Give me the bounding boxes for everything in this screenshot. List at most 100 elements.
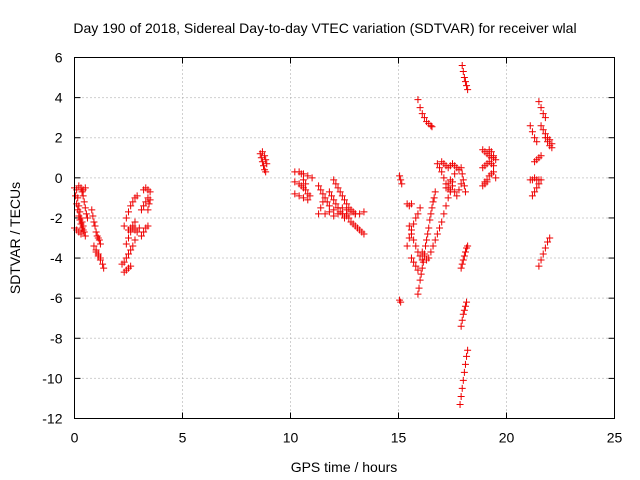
data-point-plus [319, 198, 327, 206]
data-point-plus [490, 152, 498, 160]
data-point-plus [537, 122, 545, 130]
series-arc-58 [537, 122, 556, 148]
data-point-plus [90, 242, 98, 250]
data-point-plus [463, 352, 471, 360]
series-arc-04 [75, 182, 89, 194]
plot-frame [74, 57, 615, 419]
series-arc-45 [457, 242, 472, 272]
data-point-plus [461, 188, 469, 196]
data-point-plus [125, 208, 132, 216]
data-point-plus [262, 168, 270, 176]
data-point-plus [444, 180, 452, 188]
data-point-plus [343, 210, 351, 218]
data-point-plus [336, 188, 344, 196]
chart-title: Day 190 of 2018, Sidereal Day-to-day VTE… [73, 20, 576, 36]
data-point-plus [414, 210, 422, 218]
data-point-plus [127, 202, 135, 210]
data-point-plus [461, 248, 469, 256]
data-point-plus [546, 234, 554, 242]
data-point-plus [458, 260, 466, 268]
data-point-plus [458, 170, 466, 178]
data-point-plus [541, 244, 549, 252]
data-point-plus [407, 200, 415, 208]
data-point-plus [360, 208, 368, 216]
data-point-plus [325, 188, 333, 196]
data-point-plus [416, 104, 424, 112]
data-point-plus [302, 180, 310, 188]
series-arc-34 [405, 222, 426, 264]
data-point-plus [262, 156, 270, 164]
data-point-plus [146, 196, 154, 204]
data-point-plus [299, 176, 307, 184]
data-point-plus [528, 192, 536, 200]
data-point-plus [459, 68, 467, 76]
data-point-plus [458, 384, 466, 392]
data-point-plus [537, 152, 545, 160]
x-tick-label: 10 [283, 430, 299, 446]
y-tick-label: -6 [50, 290, 63, 306]
data-point-plus [120, 222, 128, 230]
data-point-plus [464, 86, 472, 94]
series-arc-54 [526, 174, 545, 184]
series-arc-49 [479, 158, 498, 172]
data-point-plus [317, 186, 325, 194]
data-point-plus [129, 198, 137, 206]
data-point-plus [418, 248, 426, 256]
data-point-plus [416, 276, 424, 284]
data-point-plus [537, 256, 545, 264]
data-point-plus [302, 186, 310, 194]
data-point-plus [78, 218, 86, 226]
data-point-plus [537, 176, 545, 184]
data-point-plus [82, 210, 90, 218]
data-point-plus [79, 222, 87, 230]
data-point-plus [492, 156, 500, 164]
data-point-plus [83, 214, 91, 222]
series-arc-43 [457, 164, 469, 196]
data-point-plus [460, 368, 468, 376]
data-point-plus [420, 252, 428, 260]
data-point-plus [415, 284, 423, 292]
data-point-plus [464, 346, 472, 354]
series-arc-56 [531, 152, 545, 166]
data-point-plus [459, 376, 467, 384]
series-arc-11 [122, 218, 139, 248]
series-arc-23 [297, 170, 310, 188]
data-point-plus [77, 214, 85, 222]
data-point-plus [397, 176, 405, 184]
data-point-plus [338, 192, 346, 200]
data-point-plus [422, 242, 429, 250]
series-arc-50 [481, 168, 500, 186]
data-point-plus [410, 258, 418, 266]
data-point-plus [537, 104, 545, 112]
data-point-plus [446, 176, 454, 184]
series-arc-05 [78, 188, 91, 222]
data-point-plus [144, 222, 152, 230]
data-point-plus [343, 200, 351, 208]
grid [74, 57, 615, 419]
y-tick-label: 0 [55, 170, 63, 186]
y-tick-label: 6 [55, 50, 63, 66]
data-point-plus [75, 202, 83, 210]
data-point-plus [453, 192, 461, 200]
x-tick-label: 20 [499, 430, 515, 446]
data-point-plus [438, 168, 446, 176]
data-point-plus [398, 180, 406, 188]
data-point-plus [416, 204, 424, 212]
data-point-plus [459, 256, 467, 264]
data-point-plus [90, 218, 98, 226]
data-point-plus [548, 144, 556, 152]
data-point-plus [423, 236, 431, 244]
data-point-plus [533, 138, 541, 146]
x-tick-label: 25 [607, 430, 623, 446]
data-point-plus [122, 254, 130, 262]
data-point-plus [92, 246, 100, 254]
data-point-plus [531, 188, 539, 196]
data-point-plus [299, 194, 307, 202]
data-point-plus [325, 202, 333, 210]
data-point-plus [334, 184, 342, 192]
data-point-plus [438, 218, 446, 226]
data-point-plus [433, 160, 441, 168]
data-point-plus [414, 266, 422, 274]
data-point-plus [461, 302, 469, 310]
data-point-plus [463, 82, 471, 90]
